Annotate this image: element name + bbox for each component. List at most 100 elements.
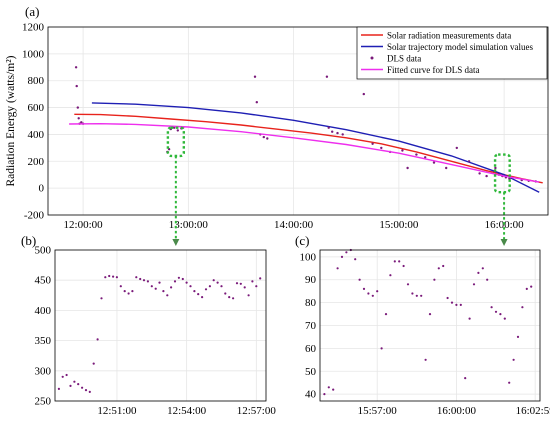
data-point [146,280,149,283]
data-point [224,292,227,295]
data-point [228,296,231,299]
data-point [173,126,176,129]
data-point [442,264,445,268]
y-tick-label: 400 [28,129,45,141]
data-point [415,294,418,297]
data-point [503,317,506,320]
data-point [472,283,476,286]
data-point [173,280,177,283]
plot-area [55,250,266,401]
data-point [362,92,365,96]
data-point [325,75,329,78]
data-point [150,285,153,288]
data-point [119,285,122,288]
data-point [362,287,366,290]
data-point [112,275,115,278]
y-tick-label: 60 [305,343,317,355]
data-point [127,292,130,295]
legend-entry: Solar trajectory model simulation values [387,42,533,52]
data-point [212,279,215,282]
x-tick-label: 16:02:59 [516,405,550,417]
data-point [100,297,103,300]
data-point [371,142,374,145]
y-axis-label: Radiation Energy (watts/m²) [5,55,17,186]
data-point [401,149,404,152]
panel-c-chart: 40 50 60 70 80 90 100 15:57:00 16:00:00 16:02:59 [300,248,550,417]
x-tick-label: 15:00:00 [379,219,419,231]
data-point [115,276,118,279]
data-point [92,362,95,365]
data-point [208,285,211,288]
y-tick-label: 450 [35,275,52,287]
x-tick-label: 12:00:00 [64,219,104,231]
data-point [81,386,84,389]
data-point [74,66,78,69]
data-point [139,277,142,281]
data-point [177,276,180,279]
data-point [65,373,68,377]
data-point [336,131,339,135]
data-point [255,285,258,288]
data-point [376,290,379,293]
data-point [197,293,200,296]
data-point [327,386,330,389]
data-point [345,251,348,254]
data-point [478,172,481,175]
data-point [380,146,383,150]
panel-a-chart: -200 0 200 400 600 800 1000 1200 12:00:00 13:00:0… [5,22,549,231]
y-tick-label: 0 [39,183,45,195]
y-tick-label: 600 [28,102,45,114]
data-point [508,381,511,384]
x-tick-label: 16:00:00 [437,405,477,417]
y-tick-label: 200 [28,156,45,168]
data-point [243,286,246,289]
data-point [415,153,418,156]
data-point [131,290,134,293]
y-tick-label: 1000 [22,48,45,60]
data-point [521,306,524,309]
panel-label-c: (c) [295,233,309,248]
data-point [468,317,471,320]
data-point [108,274,111,278]
data-point [393,260,396,263]
legend-entry: Fitted curve for DLS data [387,65,479,75]
y-tick-label: 80 [305,297,317,309]
y-tick-label: 70 [305,320,317,332]
data-point [380,347,383,350]
arrow-head [500,239,508,246]
data-point [259,277,262,280]
plot-frame [47,26,549,216]
data-point [162,290,165,293]
plot-frame [319,249,541,402]
data-point [220,285,223,288]
data-point [166,294,169,297]
data-point [80,121,83,124]
data-point [340,255,344,258]
data-point [75,84,78,88]
data-point [398,260,401,263]
data-point [135,276,138,279]
data-point [490,306,493,309]
data-point [525,287,528,290]
data-point [494,310,498,313]
y-tick-label: 40 [305,389,317,401]
panel-label-b: (b) [21,233,36,248]
data-point [104,276,107,279]
x-tick-label: 12:54:00 [167,405,207,417]
data-point [251,280,254,283]
data-point [323,393,326,396]
data-point [235,282,239,285]
data-point [464,377,467,380]
data-point [170,286,173,289]
data-point [437,267,440,270]
data-point [420,294,423,297]
data-point [336,267,339,270]
data-point [445,166,448,170]
y-tick-label: 1200 [22,22,45,34]
data-point [367,292,370,295]
data-point [354,258,357,261]
data-point [158,281,161,284]
x-tick-label: 13:00:00 [169,219,209,231]
series-line [91,102,540,193]
data-point [508,177,511,180]
